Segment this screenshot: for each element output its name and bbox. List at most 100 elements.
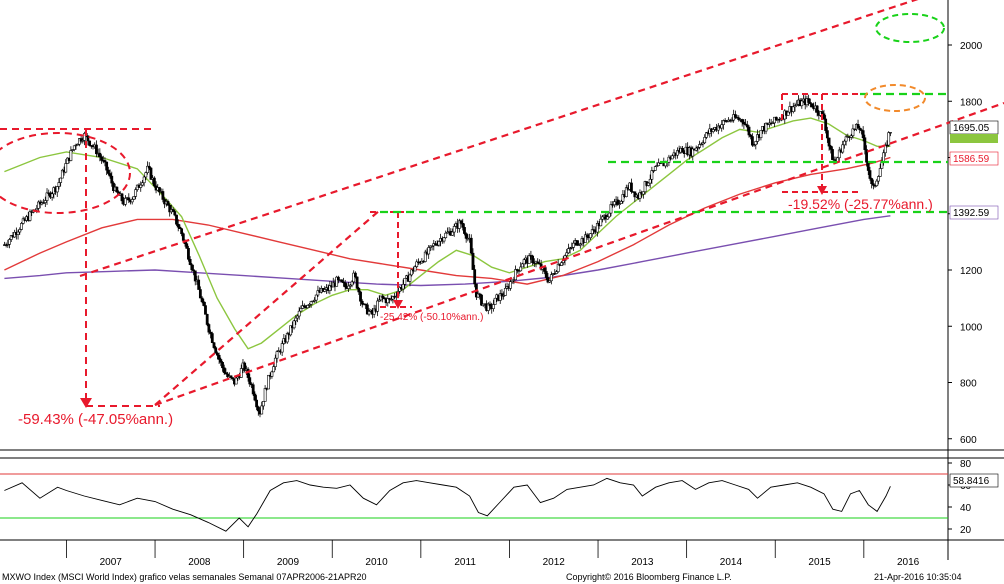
candle-body	[328, 285, 332, 291]
candle-body	[889, 132, 892, 134]
candle-body	[616, 199, 620, 205]
rsi-tick-label: 80	[960, 459, 972, 470]
candle-body	[376, 300, 379, 312]
candle-body	[103, 160, 107, 163]
candle-body	[711, 129, 715, 132]
candle-body	[510, 279, 514, 283]
candle-body	[301, 305, 304, 309]
candle-body	[464, 233, 468, 239]
candle-body	[745, 124, 749, 128]
candle-body	[262, 401, 265, 407]
x-axis: 2007 2008 2009 2010 2011 2012 2013 2014 2015 2016	[66, 540, 920, 568]
candle-body	[800, 100, 804, 107]
candle-body	[340, 279, 344, 283]
candle-body	[444, 232, 448, 239]
candle-body	[193, 270, 197, 282]
candle-body	[742, 121, 746, 125]
candle-body	[774, 116, 778, 121]
candle-body	[887, 132, 891, 146]
candle-body	[308, 304, 311, 306]
candle-body	[556, 263, 560, 272]
main-panel-axis: 600800100012001400160018002000	[948, 41, 983, 446]
candle-body	[171, 209, 175, 212]
candle-body	[210, 333, 214, 343]
candle-body	[866, 161, 870, 171]
channel-mid-line	[154, 209, 381, 406]
candle-body	[296, 315, 299, 319]
candle-body	[8, 239, 11, 245]
candle-body	[764, 122, 768, 132]
candle-body	[146, 165, 149, 173]
candle-body	[512, 279, 516, 281]
candle-body	[343, 282, 347, 288]
candle-body	[471, 252, 475, 270]
candle-body	[108, 173, 112, 177]
candle-body	[500, 293, 504, 297]
candle-body	[359, 291, 362, 302]
candle-body	[161, 191, 165, 200]
candle-body	[21, 218, 25, 224]
candle-body	[543, 267, 546, 272]
candle-body	[585, 234, 589, 238]
candle-body	[289, 325, 293, 336]
candle-body	[756, 134, 759, 142]
candle-body	[434, 243, 437, 245]
candle-body	[461, 222, 465, 228]
candle-body	[560, 262, 563, 266]
candle-body	[314, 294, 318, 301]
candle-body	[158, 187, 161, 193]
candle-body	[599, 218, 603, 227]
candle-body	[871, 183, 875, 186]
candle-body	[437, 241, 441, 246]
candle-body	[861, 130, 865, 139]
candle-body	[592, 229, 596, 231]
candle-body	[515, 269, 519, 271]
candle-body	[299, 308, 303, 312]
candle-body	[856, 124, 860, 129]
candle-body	[217, 354, 221, 360]
candle-body	[638, 192, 642, 199]
candle-body	[699, 143, 703, 146]
candle-body	[176, 223, 180, 228]
candle-body	[641, 191, 645, 195]
candle-body	[403, 277, 407, 285]
candle-body	[263, 388, 267, 402]
candle-body	[185, 243, 189, 249]
candle-body	[381, 295, 385, 299]
candle-body	[810, 103, 814, 108]
ma-long-line	[4, 215, 891, 287]
candle-body	[870, 178, 874, 184]
candle-body	[701, 142, 705, 145]
candle-body	[648, 178, 652, 184]
candle-body	[463, 227, 466, 234]
candle-body	[45, 192, 49, 201]
drop3-arrow	[817, 186, 827, 195]
candle-body	[509, 281, 512, 289]
candle-body	[302, 305, 306, 308]
candle-body	[372, 308, 376, 315]
candle-body	[168, 204, 172, 213]
candle-body	[652, 170, 655, 172]
candle-body	[43, 200, 47, 203]
y-tick-label: 1200	[960, 266, 983, 277]
candle-body	[16, 231, 20, 235]
chart-canvas: 600800100012001400160018002000 20406080 …	[0, 0, 1004, 568]
candle-body	[442, 237, 446, 242]
candle-body	[522, 259, 526, 265]
candle-body	[670, 155, 674, 160]
candle-body	[365, 304, 369, 315]
candle-body	[212, 342, 216, 348]
candle-body	[105, 161, 109, 171]
ma-mid-line	[4, 156, 891, 285]
candle-body	[883, 144, 887, 154]
candle-body	[519, 266, 523, 272]
candle-body	[200, 297, 204, 303]
candle-body	[166, 201, 170, 206]
candle-body	[42, 202, 46, 204]
candle-body	[248, 377, 252, 385]
candle-body	[531, 255, 535, 264]
candle-body	[793, 105, 797, 108]
drop1-ellipse	[0, 132, 131, 214]
candle-body	[79, 138, 83, 142]
candle-body	[115, 186, 119, 193]
